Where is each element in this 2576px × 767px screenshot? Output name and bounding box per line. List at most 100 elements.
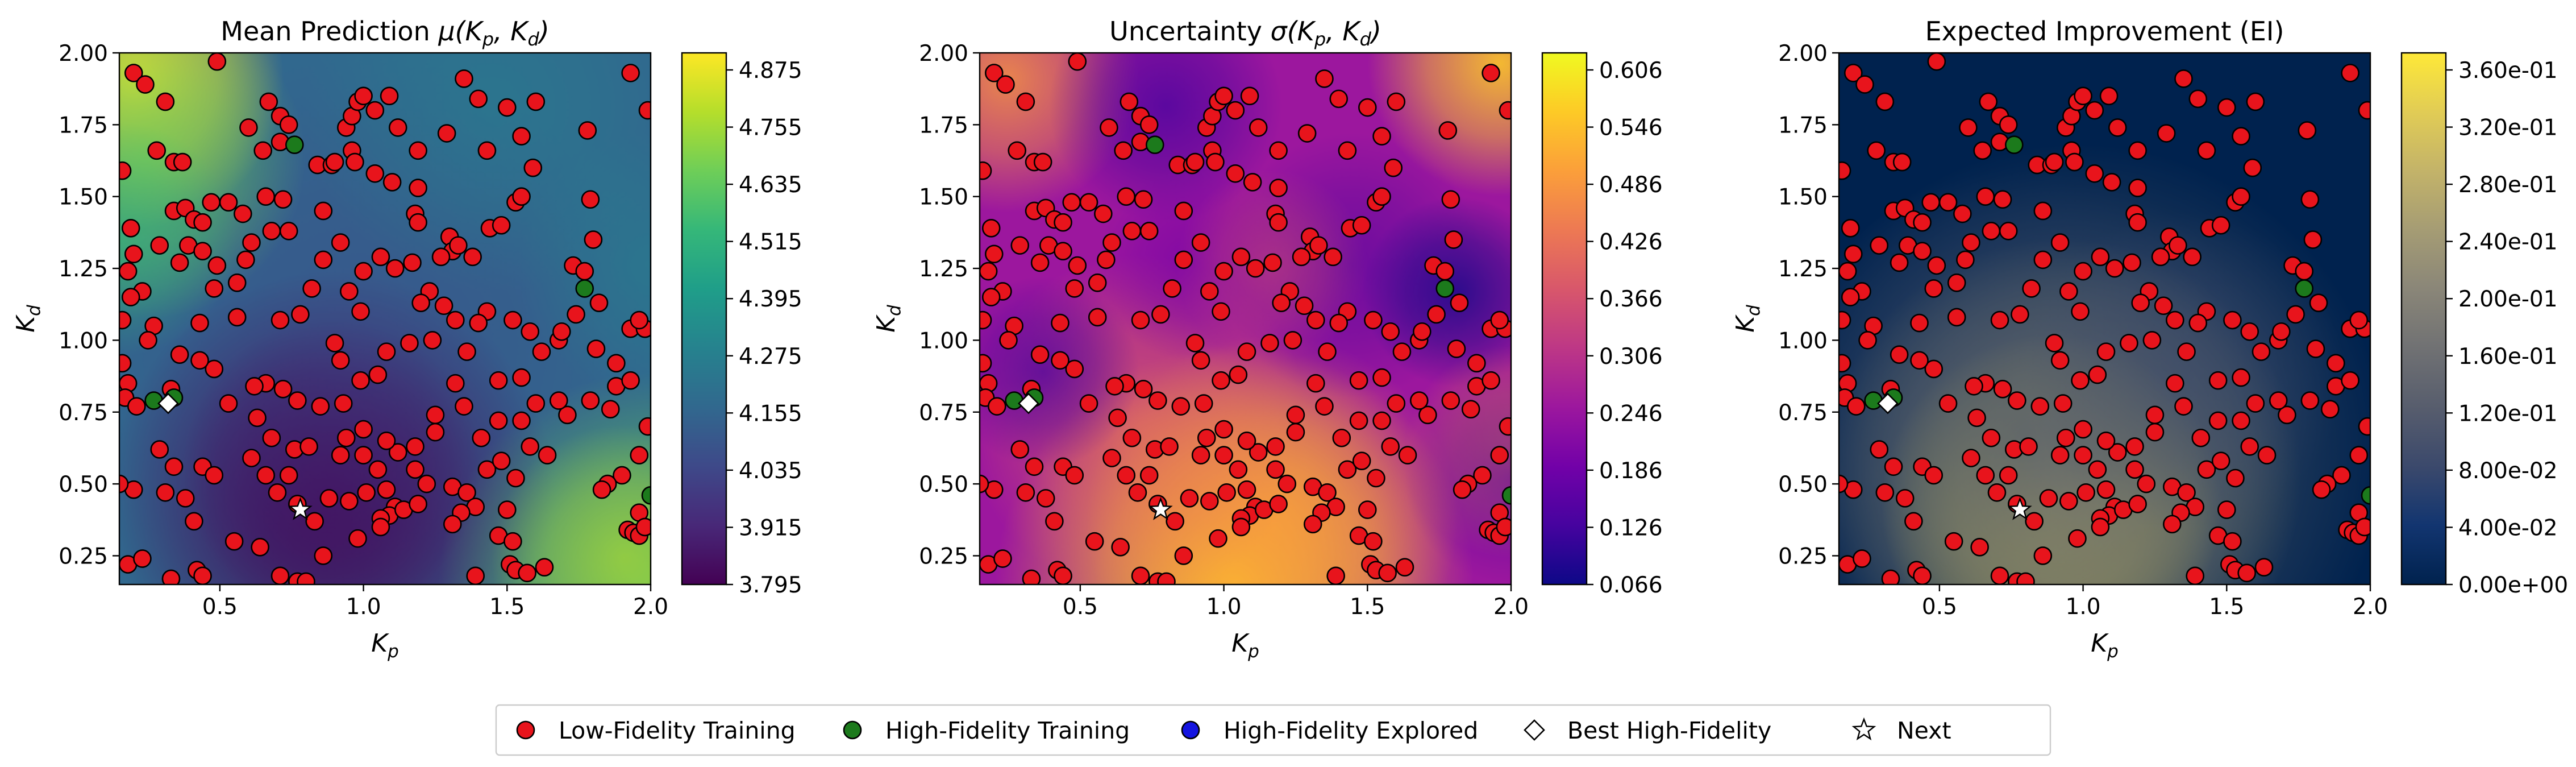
low-fidelity-training-marker xyxy=(262,222,281,241)
legend: Low-Fidelity Training High-Fidelity Train… xyxy=(495,704,2051,756)
low-fidelity-training-marker xyxy=(256,187,276,206)
low-fidelity-training-marker xyxy=(1976,187,1995,206)
low-fidelity-training-marker xyxy=(1214,86,1233,106)
high-fidelity-training-marker xyxy=(575,279,594,298)
low-fidelity-training-marker xyxy=(1398,446,1417,465)
low-fidelity-training-marker xyxy=(2183,247,2202,267)
low-fidelity-training-marker xyxy=(2174,69,2193,88)
low-fidelity-training-marker xyxy=(1884,457,1903,476)
low-fidelity-training-marker xyxy=(1094,204,1113,223)
low-fidelity-training-marker xyxy=(319,489,339,508)
low-fidelity-training-marker xyxy=(411,293,430,313)
low-fidelity-training-marker xyxy=(1160,437,1179,456)
x-axis-label: Kp xyxy=(2091,629,2119,662)
low-fidelity-training-marker xyxy=(2226,469,2245,488)
low-fidelity-training-marker xyxy=(584,230,603,249)
low-fidelity-training-marker xyxy=(2208,411,2228,430)
low-fidelity-training-marker xyxy=(2243,158,2262,177)
x-tick-label: 1.5 xyxy=(489,594,525,620)
low-fidelity-training-marker xyxy=(1231,517,1251,537)
low-fidelity-training-marker xyxy=(150,440,169,459)
low-fidelity-training-marker xyxy=(2059,492,2078,511)
low-fidelity-training-marker xyxy=(1496,517,1511,537)
legend-marker xyxy=(843,720,862,740)
low-fidelity-training-marker xyxy=(1286,405,1305,425)
low-fidelity-training-marker xyxy=(1269,179,1288,197)
low-fidelity-training-marker xyxy=(1913,213,1932,232)
low-fidelity-training-marker xyxy=(1499,417,1511,436)
low-fidelity-training-marker xyxy=(2191,428,2211,447)
low-fidelity-training-marker xyxy=(2120,334,2138,353)
low-fidelity-training-marker xyxy=(1214,446,1233,465)
low-fidelity-training-marker xyxy=(2252,342,2271,361)
plot-frame xyxy=(1838,52,2371,586)
low-fidelity-training-marker xyxy=(219,394,238,413)
low-fidelity-training-marker xyxy=(371,517,390,537)
low-fidelity-training-marker xyxy=(2309,293,2328,313)
low-fidelity-training-marker xyxy=(1372,368,1391,387)
low-fidelity-training-marker xyxy=(1111,537,1130,557)
low-fidelity-training-marker xyxy=(2074,262,2092,281)
high-fidelity-training-marker xyxy=(2361,486,2370,505)
y-tick-label: 1.25 xyxy=(59,256,108,282)
low-fidelity-training-marker xyxy=(1364,532,1383,551)
low-fidelity-training-marker xyxy=(351,371,370,390)
low-fidelity-training-marker xyxy=(121,288,140,306)
low-fidelity-training-marker xyxy=(236,250,255,270)
low-fidelity-training-marker xyxy=(1231,247,1251,267)
low-fidelity-training-marker xyxy=(426,422,445,442)
legend-marker xyxy=(1181,720,1200,740)
low-fidelity-training-marker xyxy=(1441,190,1460,209)
low-fidelity-training-marker xyxy=(1139,115,1159,134)
low-fidelity-training-marker xyxy=(368,460,388,479)
low-fidelity-training-marker xyxy=(1447,339,1466,358)
low-fidelity-training-marker xyxy=(354,262,373,281)
low-fidelity-training-marker xyxy=(2341,371,2359,390)
low-fidelity-training-marker xyxy=(2056,428,2075,447)
low-fidelity-training-marker xyxy=(638,417,651,436)
low-fidelity-training-marker xyxy=(2108,443,2127,462)
colorbar-tick-label: 0.486 xyxy=(1599,172,1663,198)
low-fidelity-training-marker xyxy=(1441,391,1460,410)
low-fidelity-training-marker xyxy=(2211,451,2230,470)
low-fidelity-training-marker xyxy=(1841,288,1860,306)
low-fidelity-training-marker xyxy=(581,391,600,410)
colorbar-tick-label: 4.275 xyxy=(739,344,802,370)
low-fidelity-training-marker xyxy=(423,331,442,350)
low-fidelity-training-marker xyxy=(575,262,594,281)
low-fidelity-training-marker xyxy=(1171,397,1191,416)
legend-label: High-Fidelity Explored xyxy=(1224,717,1478,744)
low-fidelity-training-marker xyxy=(1010,440,1030,459)
low-fidelity-training-marker xyxy=(1959,118,1978,137)
low-fidelity-training-marker xyxy=(2096,431,2116,450)
low-fidelity-training-marker xyxy=(2300,190,2320,209)
low-fidelity-training-marker xyxy=(1999,115,2018,134)
y-tick-label: 2.00 xyxy=(1778,41,1828,67)
low-fidelity-training-marker xyxy=(2045,152,2064,172)
low-fidelity-training-marker xyxy=(1938,394,1958,413)
low-fidelity-training-marker xyxy=(1875,483,1895,502)
low-fidelity-training-marker xyxy=(279,466,298,485)
x-axis-label: Kp xyxy=(371,629,399,662)
low-fidelity-training-marker xyxy=(1329,89,1349,109)
low-fidelity-training-marker xyxy=(1318,483,1337,502)
low-fidelity-training-marker xyxy=(279,115,298,134)
low-fidelity-training-marker xyxy=(1921,193,1941,212)
low-fidelity-training-marker xyxy=(2197,141,2216,160)
colorbar xyxy=(1541,52,1588,586)
low-fidelity-training-marker xyxy=(1180,489,1199,508)
low-fidelity-training-marker xyxy=(2257,446,2277,465)
low-fidelity-training-marker xyxy=(1853,549,1871,568)
low-fidelity-training-marker xyxy=(2208,371,2228,390)
low-fidelity-training-marker xyxy=(202,193,221,212)
low-fidelity-training-marker xyxy=(512,127,531,146)
low-fidelity-training-marker xyxy=(1174,201,1193,221)
low-fidelity-training-marker xyxy=(1022,569,1041,584)
low-fidelity-training-marker xyxy=(253,141,273,160)
low-fidelity-training-marker xyxy=(1200,282,1219,301)
low-fidelity-training-marker xyxy=(1229,365,1248,384)
low-fidelity-training-marker xyxy=(400,334,419,353)
low-fidelity-training-marker xyxy=(1427,305,1446,324)
low-fidelity-training-marker xyxy=(1364,310,1383,330)
low-fidelity-training-marker xyxy=(331,233,350,252)
